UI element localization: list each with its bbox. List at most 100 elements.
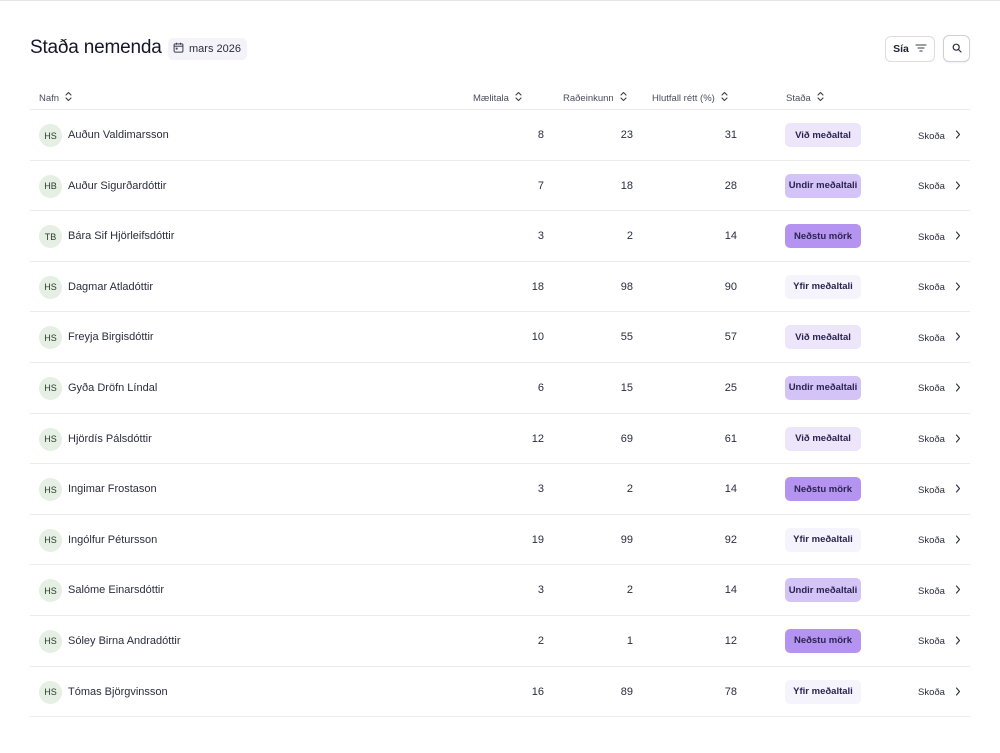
student-name: Auðun Valdimarsson	[68, 129, 169, 141]
student-name: Gyða Dröfn Líndal	[68, 381, 158, 394]
search-icon	[952, 40, 962, 58]
avatar: HS	[39, 326, 62, 350]
avatar: HS	[39, 478, 62, 502]
percent-cell: 61	[724, 432, 737, 445]
percent-cell: 57	[724, 331, 737, 344]
view-label: Skoða	[918, 231, 945, 243]
chevron-right-icon	[955, 130, 961, 142]
avatar: HS	[39, 376, 62, 400]
date-chip[interactable]: mars 2026	[168, 38, 247, 60]
view-link[interactable]: Skoða	[918, 181, 961, 193]
status-badge: Yfir meðaltali	[785, 274, 861, 299]
rank-cell: 69	[620, 432, 633, 445]
score-cell: 3	[537, 230, 544, 243]
score-cell: 16	[531, 685, 544, 698]
avatar: HS	[39, 579, 62, 603]
percent-cell: 92	[724, 533, 737, 546]
percent-cell: 12	[724, 634, 737, 647]
status-badge: Undir meðaltali	[785, 375, 861, 400]
table-row[interactable]: HS Dagmar Atladóttir 18 98 90 Yfir meðal…	[30, 262, 970, 313]
percent-cell: 31	[724, 129, 737, 141]
student-name: Bára Sif Hjörleifsdóttir	[68, 230, 175, 243]
view-link[interactable]: Skoða	[918, 585, 961, 597]
view-link[interactable]: Skoða	[918, 484, 961, 496]
avatar: TB	[39, 225, 62, 249]
rank-cell: 15	[620, 381, 633, 394]
table-row[interactable]: HS Tómas Björgvinsson 16 89 78 Yfir meða…	[30, 667, 970, 718]
column-header-status[interactable]: Staða	[786, 91, 824, 105]
column-header-rank[interactable]: Raðeinkunn	[563, 91, 627, 105]
search-button[interactable]	[943, 35, 970, 62]
column-label-percent: Hlutfall rétt (%)	[652, 92, 715, 104]
score-cell: 19	[531, 533, 544, 546]
table-row[interactable]: HS Freyja Birgisdóttir 10 55 57 Við meða…	[30, 312, 970, 363]
view-link[interactable]: Skoða	[918, 332, 961, 344]
filter-icon	[915, 40, 927, 58]
avatar: HS	[39, 427, 62, 451]
student-name: Salóme Einarsdóttir	[68, 584, 164, 597]
percent-cell: 25	[724, 381, 737, 394]
avatar: HS	[39, 680, 62, 704]
view-link[interactable]: Skoða	[918, 282, 961, 294]
chevron-right-icon	[955, 231, 961, 243]
rank-cell: 98	[620, 280, 633, 293]
column-header-name[interactable]: Nafn	[39, 91, 72, 105]
view-link[interactable]: Skoða	[918, 383, 961, 395]
view-link[interactable]: Skoða	[918, 434, 961, 446]
avatar: HS	[39, 124, 62, 147]
view-link[interactable]: Skoða	[918, 686, 961, 699]
rank-cell: 18	[620, 179, 633, 192]
percent-cell: 14	[724, 230, 737, 243]
percent-cell: 14	[724, 584, 737, 597]
view-link[interactable]: Skoða	[918, 636, 961, 648]
page-title: Staða nemenda	[30, 37, 162, 58]
status-badge: Neðstu mörk	[785, 224, 861, 249]
score-cell: 7	[537, 179, 544, 192]
status-badge: Neðstu mörk	[785, 628, 861, 653]
view-link[interactable]: Skoða	[918, 535, 961, 547]
score-cell: 18	[531, 280, 544, 293]
chevron-right-icon	[955, 585, 961, 597]
rank-cell: 55	[620, 331, 633, 344]
table-row[interactable]: HS Sóley Birna Andradóttir 2 1 12 Neðstu…	[30, 616, 970, 667]
view-label: Skoða	[918, 332, 945, 344]
student-name: Ingimar Frostason	[68, 483, 157, 496]
table-row[interactable]: HS Ingólfur Pétursson 19 99 92 Yfir meða…	[30, 515, 970, 566]
score-cell: 10	[531, 331, 544, 344]
table-row[interactable]: TB Bára Sif Hjörleifsdóttir 3 2 14 Neðst…	[30, 211, 970, 262]
view-label: Skoða	[918, 636, 945, 648]
percent-cell: 90	[724, 280, 737, 293]
table-row[interactable]: HS Ingimar Frostason 3 2 14 Neðstu mörk …	[30, 464, 970, 515]
chevron-right-icon	[955, 383, 961, 395]
rank-cell: 1	[626, 634, 633, 647]
filter-label: Sía	[893, 43, 909, 55]
status-badge: Neðstu mörk	[785, 477, 861, 502]
view-link[interactable]: Skoða	[918, 130, 961, 142]
student-name: Dagmar Atladóttir	[68, 280, 153, 293]
score-cell: 6	[537, 381, 544, 394]
table-row[interactable]: HS Gyða Dröfn Líndal 6 15 25 Undir meðal…	[30, 363, 970, 414]
score-cell: 3	[537, 584, 544, 597]
column-label-score: Mælitala	[473, 92, 509, 104]
avatar: HS	[39, 629, 62, 653]
score-cell: 3	[537, 483, 544, 496]
view-label: Skoða	[918, 434, 945, 446]
table-row[interactable]: HS Hjördís Pálsdóttir 12 69 61 Við meðal…	[30, 414, 970, 465]
student-name: Auður Sigurðardóttir	[68, 179, 167, 192]
sort-icon	[620, 91, 627, 105]
filter-button[interactable]: Sía	[885, 36, 935, 62]
table-header: Nafn Mælitala Raðeinkunn Hlutfall rétt (…	[30, 82, 970, 110]
date-label: mars 2026	[189, 43, 241, 55]
chevron-right-icon	[955, 686, 961, 699]
column-header-percent[interactable]: Hlutfall rétt (%)	[652, 91, 728, 105]
table-row[interactable]: HS Auðun Valdimarsson 8 23 31 Við meðalt…	[30, 110, 970, 161]
table-row[interactable]: HB Auður Sigurðardóttir 7 18 28 Undir me…	[30, 161, 970, 212]
view-label: Skoða	[918, 687, 945, 699]
student-name: Sóley Birna Andradóttir	[68, 634, 181, 647]
student-table: HS Auðun Valdimarsson 8 23 31 Við meðalt…	[30, 110, 970, 718]
view-label: Skoða	[918, 181, 945, 193]
column-header-score[interactable]: Mælitala	[473, 91, 522, 105]
view-link[interactable]: Skoða	[918, 231, 961, 243]
table-row[interactable]: HS Salóme Einarsdóttir 3 2 14 Undir meða…	[30, 565, 970, 616]
avatar: HS	[39, 528, 62, 552]
